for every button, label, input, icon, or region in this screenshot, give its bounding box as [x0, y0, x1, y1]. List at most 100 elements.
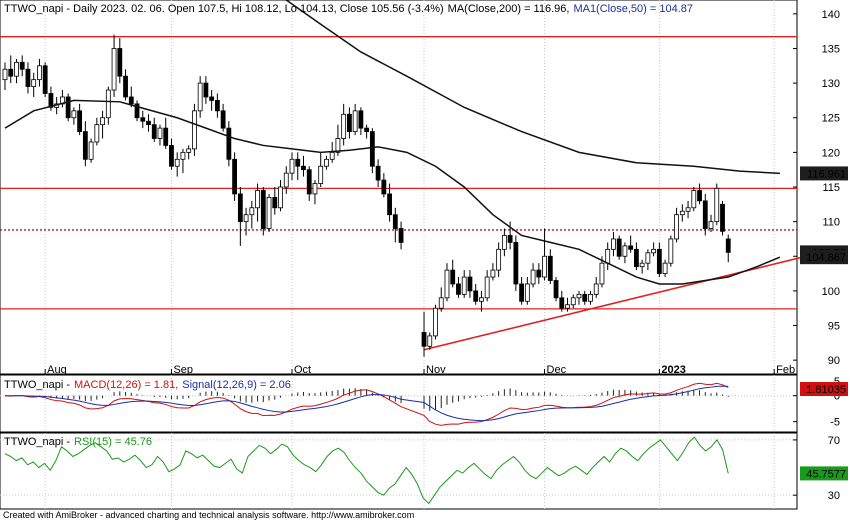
- candle-body: [25, 68, 31, 87]
- candle-body: [2, 68, 8, 81]
- rsi-axis: 70 30: [793, 435, 840, 502]
- candle-body: [496, 248, 502, 271]
- rsi-line: [4, 436, 729, 505]
- candle-body: [461, 276, 467, 295]
- candle-body: [174, 158, 180, 167]
- candle-body: [392, 214, 398, 229]
- candle-body: [570, 297, 576, 306]
- candle-body: [479, 297, 484, 302]
- candle-body: [634, 248, 639, 268]
- price-panel-frame: [0, 0, 798, 375]
- candle-body: [725, 238, 731, 253]
- price-flag-box: [800, 166, 848, 181]
- candle-body: [180, 151, 186, 160]
- candle-body: [295, 158, 301, 167]
- candle-body: [375, 165, 381, 181]
- candle-body: [616, 238, 622, 257]
- candle-body: [473, 290, 479, 302]
- candle-body: [456, 283, 461, 295]
- candle-body: [249, 207, 255, 216]
- candle-body: [668, 238, 674, 264]
- candle-body: [209, 96, 215, 101]
- candle-body: [48, 93, 54, 108]
- price-tick-label: 110: [822, 217, 840, 229]
- candle-body: [163, 127, 169, 146]
- candle-body: [71, 110, 77, 119]
- macd-tick-label: 0: [834, 391, 840, 403]
- candle-body: [467, 276, 473, 292]
- candle-body: [272, 196, 278, 209]
- candle-body: [679, 210, 685, 216]
- candle-body: [19, 61, 25, 70]
- candle-body: [169, 145, 174, 167]
- rsi-tick-label: 70: [828, 435, 840, 447]
- candle-body: [559, 297, 565, 309]
- price-grid: [44, 0, 775, 374]
- candle-body: [214, 100, 220, 112]
- candle-body: [65, 96, 71, 119]
- candle-body: [306, 169, 312, 195]
- candle-body: [593, 283, 599, 295]
- candle-body: [387, 193, 392, 216]
- candle-body: [77, 110, 83, 132]
- price-tick-label: 135: [822, 43, 840, 55]
- candle-body: [611, 238, 616, 250]
- candle-body: [547, 255, 553, 281]
- candle-body: [530, 269, 536, 285]
- date-tick-label: Feb: [776, 364, 795, 376]
- candle-body: [105, 89, 111, 119]
- candle-body: [438, 297, 444, 309]
- candle-body: [599, 262, 605, 285]
- date-tick-label: Nov: [426, 364, 446, 376]
- candle-body: [42, 65, 48, 94]
- macd-lines: [4, 382, 729, 426]
- candle-body: [31, 79, 37, 87]
- candle-body: [243, 214, 249, 223]
- candle-body: [645, 252, 651, 264]
- ma200-line: [285, 0, 780, 175]
- rsi-grid: [0, 433, 797, 509]
- candle-body: [335, 138, 341, 153]
- candle-body: [433, 307, 438, 337]
- candle-body: [398, 228, 404, 243]
- candle-body: [203, 82, 209, 98]
- candle-body: [662, 262, 668, 274]
- candle-body: [720, 203, 725, 232]
- macd-panel: 50-5 1.81035 TTWO_napi -MACD(12,26) = 1.…: [0, 374, 848, 433]
- candle-body: [100, 117, 105, 126]
- price-tick-label: 100: [822, 286, 840, 298]
- price-tick-label: 95: [828, 321, 840, 333]
- candle-body: [318, 165, 324, 184]
- candle-body: [605, 248, 611, 264]
- rsi-tick-label: 30: [828, 490, 840, 502]
- price-panel: 9095100105110115120125130135140 AugSepOc…: [0, 0, 848, 376]
- candle-body: [656, 248, 662, 274]
- candle-body: [346, 113, 352, 132]
- candle-body: [702, 200, 708, 229]
- candle-body: [513, 242, 519, 285]
- candle-body: [82, 131, 88, 160]
- candle-body: [553, 280, 559, 299]
- candle-body: [237, 193, 243, 223]
- candle-body: [507, 235, 513, 243]
- candle-body: [639, 262, 645, 268]
- macd-tick-label: -5: [830, 417, 840, 429]
- candle-body: [524, 283, 530, 302]
- price-title-text: TTWO_napi - Daily 2023. 02. 06. Open 107…: [4, 3, 444, 15]
- macd-line: [4, 382, 729, 426]
- rsi-prefix: TTWO_napi -: [4, 436, 70, 448]
- candle-body: [714, 187, 720, 223]
- candle-body: [484, 276, 490, 299]
- price-tick-label: 90: [828, 355, 840, 367]
- macd-flag-box: [800, 382, 848, 396]
- date-axis: Aug Sep Oct Nov Dec 2023 Feb: [44, 364, 795, 376]
- candle-body: [8, 68, 14, 77]
- price-levels: [0, 36, 821, 351]
- candle-body: [651, 248, 657, 254]
- candle-body: [427, 335, 433, 347]
- candle-body: [691, 190, 697, 209]
- date-tick-label: Sep: [173, 364, 193, 376]
- ma200-label: MA(Close,200) = 116.96,: [448, 3, 570, 15]
- candle-body: [140, 117, 146, 122]
